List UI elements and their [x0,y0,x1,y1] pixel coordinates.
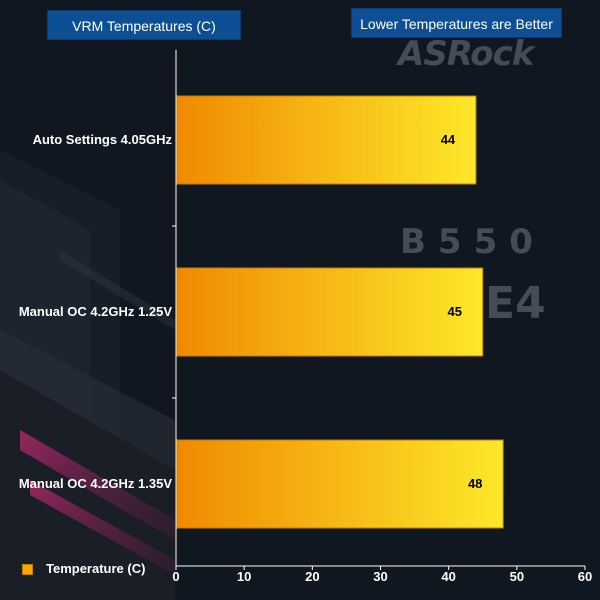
model-suffix-watermark: E4 [485,278,546,329]
category-label: Auto Settings 4.05GHz [32,132,172,147]
x-tick-label: 50 [509,569,525,584]
x-tick-label: 60 [577,569,593,584]
bar-2 [176,267,484,357]
x-tick-label: 0 [172,569,180,584]
x-tick-label: 20 [305,569,320,584]
data-label: 44 [440,132,456,147]
chart-subtitle: Lower Temperatures are Better [351,8,562,38]
x-tick-label: 30 [373,569,388,584]
legend-swatch [22,564,33,575]
data-label: 45 [447,304,462,319]
legend-label: Temperature (C) [46,561,146,576]
bar-3 [176,439,504,529]
bar-1 [176,95,477,185]
x-tick-label: 10 [236,569,252,584]
x-tick-label: 40 [441,569,456,584]
chart-title: VRM Temperatures (C) [47,10,241,40]
category-label: Manual OC 4.2GHz 1.25V [18,304,172,319]
model-watermark: B550 [400,222,545,262]
brand-watermark: ASRock [398,34,534,74]
category-label: Manual OC 4.2GHz 1.35V [18,476,172,491]
data-label: 48 [467,476,483,491]
